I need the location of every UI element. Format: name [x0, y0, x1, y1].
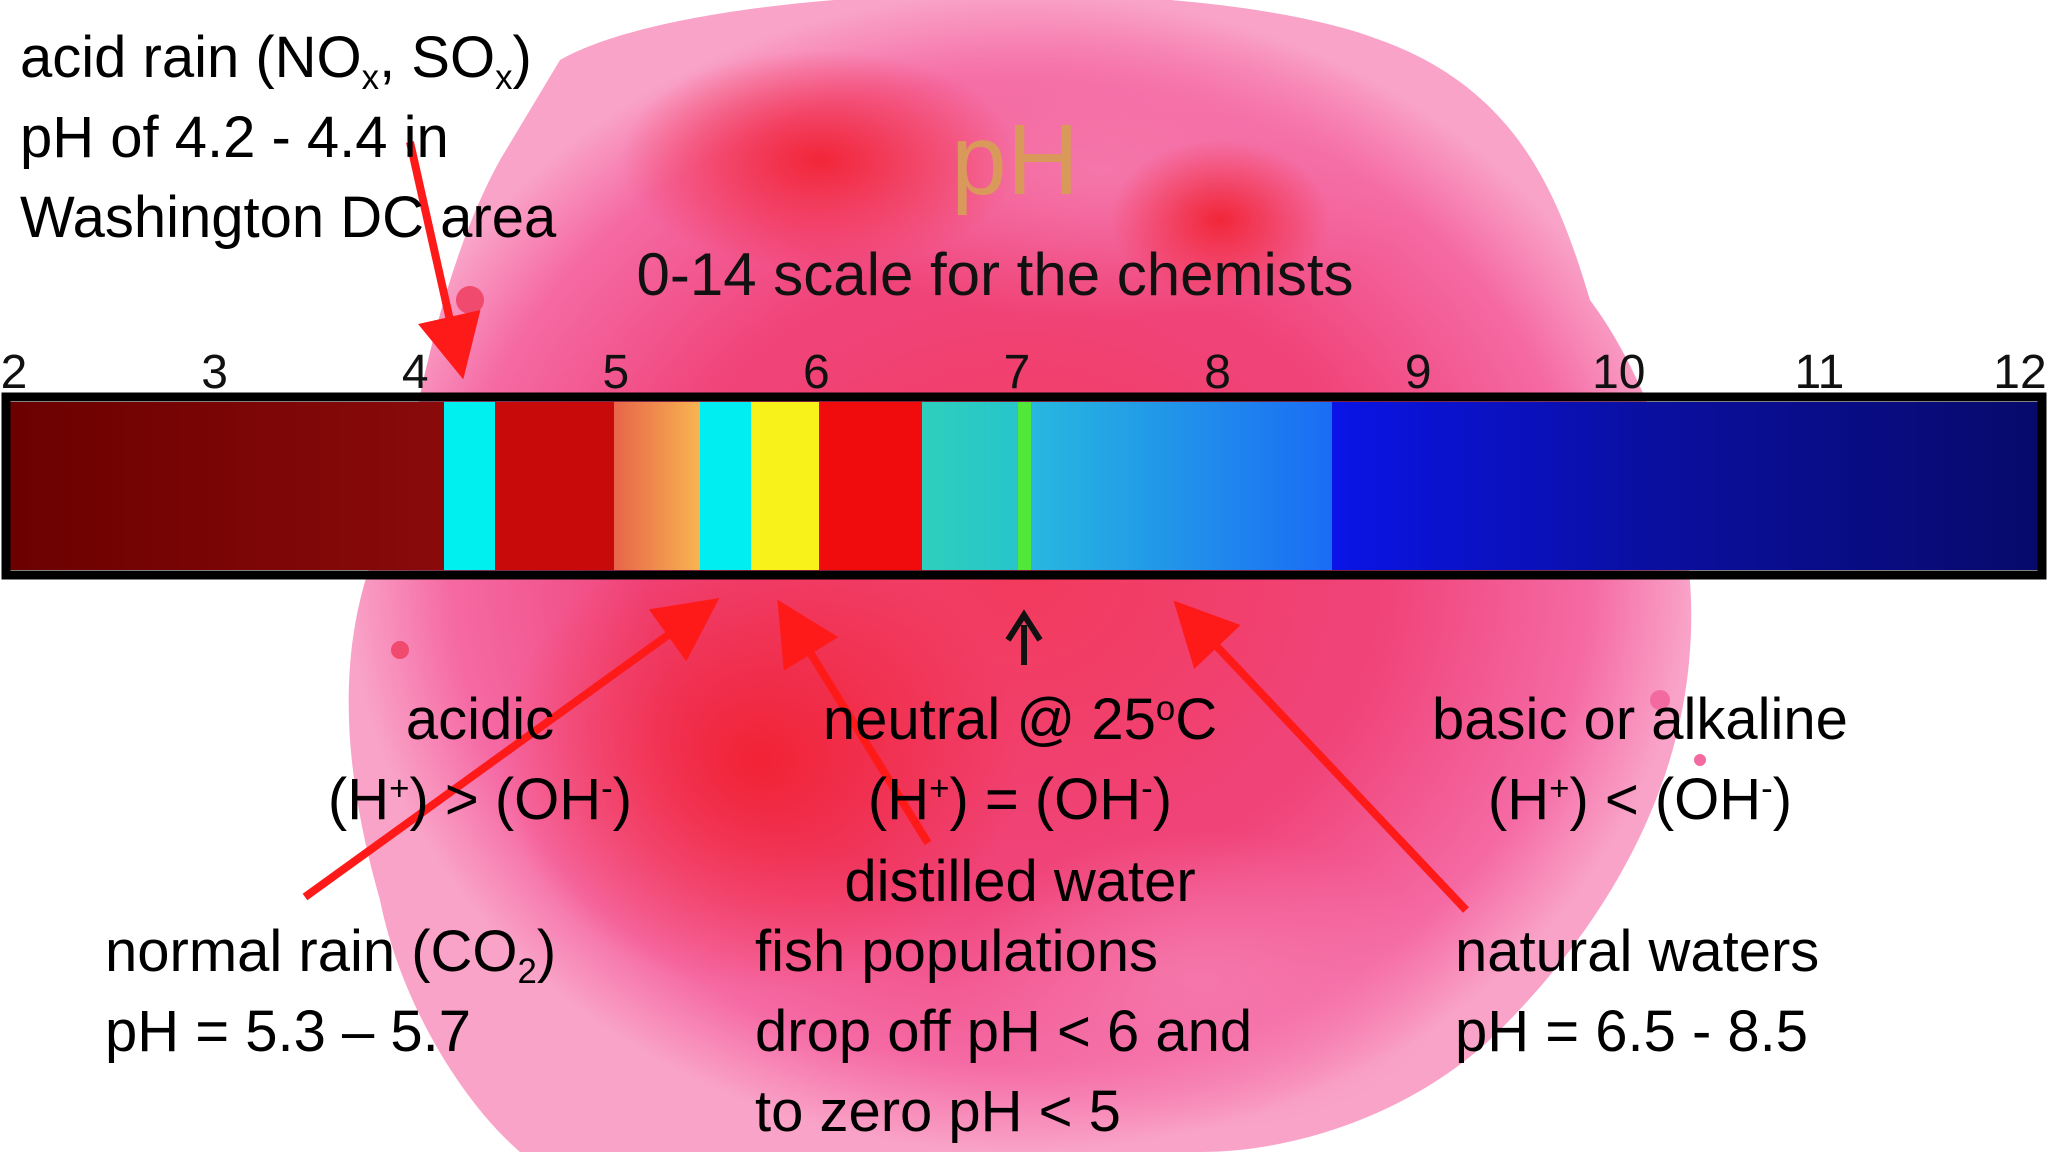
natural-waters-line1: natural waters — [1455, 919, 1820, 984]
chart-title: pH — [951, 104, 1079, 216]
acid-rain-line2: pH of 4.2 - 4.4 in — [20, 105, 449, 170]
tick-label-6: 6 — [803, 346, 830, 399]
fish-line3: to zero pH < 5 — [755, 1079, 1121, 1144]
tick-label-12: 12 — [1993, 346, 2047, 399]
fish-line2: drop off pH < 6 and — [755, 999, 1253, 1064]
normal-rain-line2: pH = 5.3 – 5.7 — [105, 999, 471, 1064]
tick-label-5: 5 — [602, 346, 630, 399]
tick-label-8: 8 — [1204, 346, 1231, 399]
tick-label-3: 3 — [201, 346, 228, 399]
acid-rain-line3: Washington DC area — [20, 185, 557, 250]
tick-label-9: 9 — [1404, 346, 1432, 399]
chart-subtitle: 0-14 scale for the chemists — [636, 241, 1354, 308]
normal-rain-line1: normal rain (CO2) — [105, 919, 557, 992]
tick-label-11: 11 — [1794, 346, 1845, 399]
basic-label: basic or alkaline — [1432, 687, 1848, 752]
distilled-water-label: distilled water — [844, 849, 1196, 914]
neutral-formula: (H+) = (OH-) — [867, 767, 1173, 832]
acid-rain-line1: acid rain (NOx, SOx) — [20, 25, 532, 98]
acidic-formula: (H+) > (OH-) — [327, 767, 633, 832]
tick-label-10: 10 — [1592, 346, 1646, 399]
tick-label-2: 2 — [0, 346, 28, 399]
acidic-label: acidic — [405, 687, 555, 752]
basic-formula: (H+) < (OH-) — [1487, 767, 1793, 832]
fish-line1: fish populations — [755, 919, 1159, 984]
tick-label-4: 4 — [401, 346, 429, 399]
tick-label-7: 7 — [1003, 346, 1031, 399]
natural-waters-line2: pH = 6.5 - 8.5 — [1455, 999, 1809, 1064]
neutral-label: neutral @ 25oC — [822, 687, 1218, 752]
